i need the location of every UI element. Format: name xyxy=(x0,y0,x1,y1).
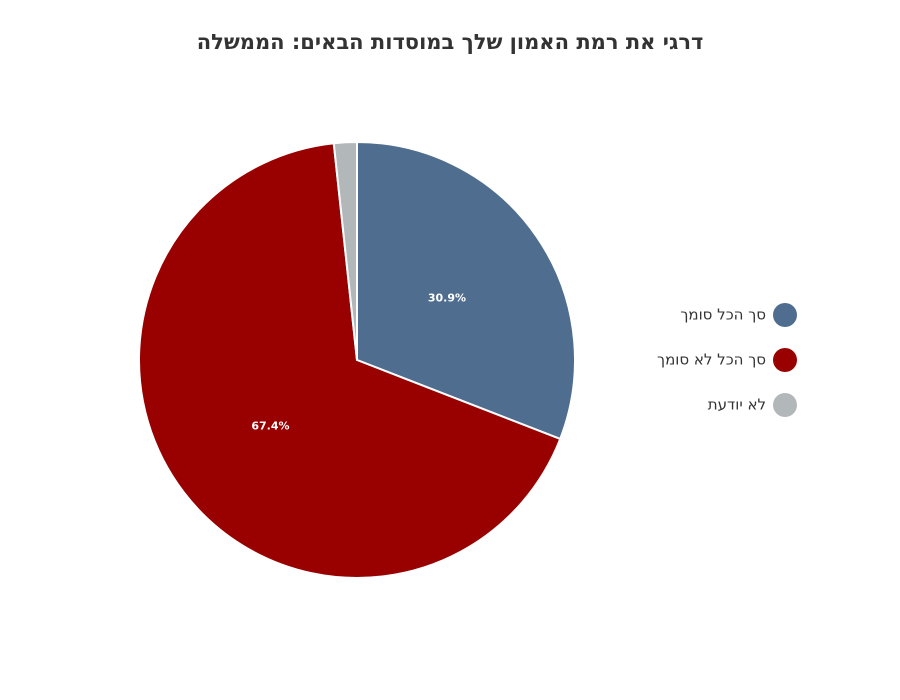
legend-swatch xyxy=(773,393,797,417)
pie-slice xyxy=(332,140,358,361)
legend-label: סך הכל לא סומך xyxy=(657,351,766,369)
legend-label: סך הכל סומך xyxy=(680,306,766,324)
value-label: 30.9% xyxy=(428,291,466,304)
pie-slice xyxy=(356,140,576,441)
legend-label: לא יודעת xyxy=(708,396,766,414)
legend-swatch xyxy=(773,303,797,327)
legend-swatch xyxy=(773,348,797,372)
value-label: 67.4% xyxy=(251,419,289,432)
pie-slice xyxy=(138,142,562,579)
chart-title: דרגי את רמת האמון שלך במוסדות הבאים: הממ… xyxy=(197,30,704,54)
